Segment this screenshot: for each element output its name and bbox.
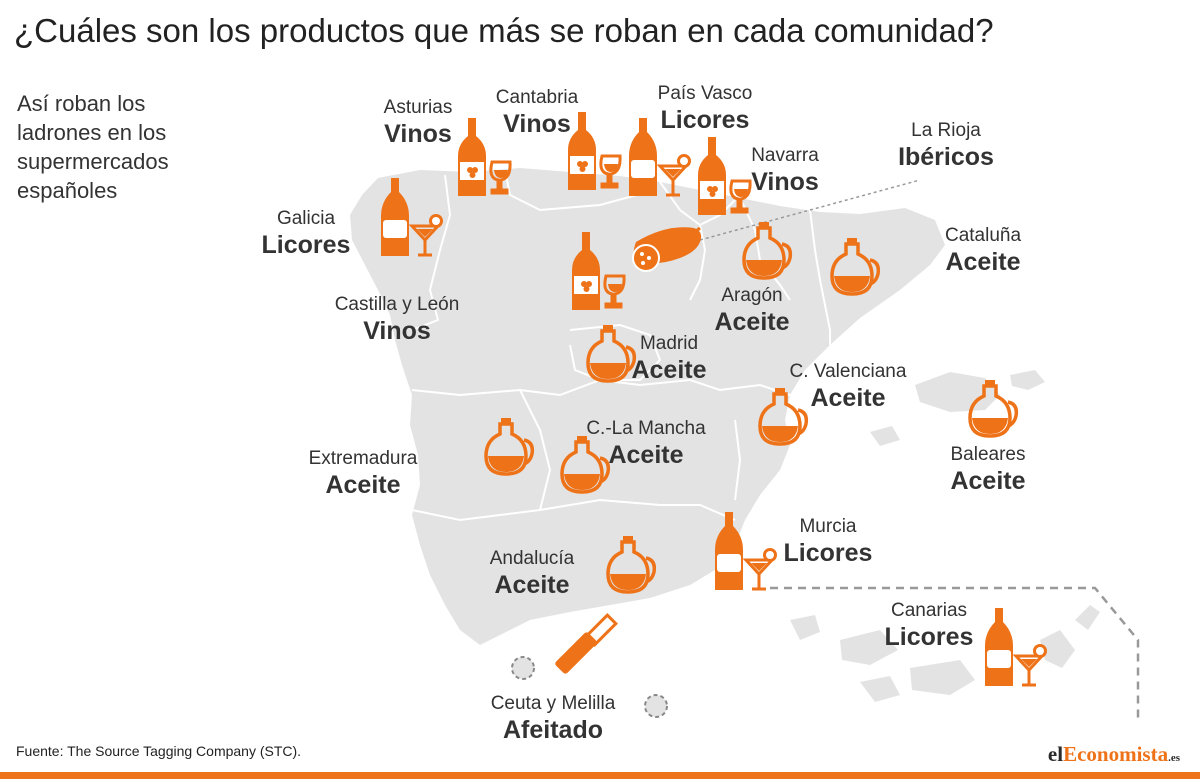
region-cataluna: Cataluña Aceite	[945, 225, 1021, 277]
canarias-island	[790, 615, 820, 640]
canarias-island	[1040, 630, 1075, 668]
region-product: Aceite	[631, 356, 707, 384]
region-cantabria: Cantabria Vinos	[496, 87, 578, 139]
region-la-rioja: La Rioja Ibéricos	[898, 120, 994, 172]
region-name: Galicia	[276, 208, 336, 229]
ceuta-melilla-razor-icon	[555, 613, 618, 674]
region-ceuta-melilla: Ceuta y Melilla Afeitado	[491, 693, 616, 745]
brand-part-el: el	[1047, 742, 1064, 766]
region-name: Cataluña	[944, 225, 1022, 246]
region-product: Vinos	[384, 120, 452, 148]
region-product: Aceite	[714, 308, 790, 336]
region-aragon: Aragón Aceite	[714, 285, 789, 337]
canarias-island	[860, 676, 900, 702]
region-product: Licores	[783, 539, 873, 567]
region-baleares: Baleares Aceite	[950, 444, 1025, 496]
brand-part-es: .es	[1168, 752, 1180, 764]
region-name: Baleares	[950, 444, 1026, 465]
region-product: Ibéricos	[898, 143, 994, 171]
region-castilla-leon: Castilla y León Vinos	[335, 294, 460, 346]
region-name: C.-La Mancha	[586, 418, 706, 439]
region-product: Vinos	[751, 168, 819, 196]
region-c-la-mancha: C.-La Mancha Aceite	[586, 418, 705, 470]
canarias-island	[910, 660, 975, 695]
region-galicia: Galicia Licores	[262, 208, 351, 260]
region-name: C. Valenciana	[789, 361, 907, 382]
peninsula-landmass	[350, 168, 945, 645]
region-product: Aceite	[945, 248, 1021, 276]
region-asturias: Asturias Vinos	[384, 97, 453, 149]
region-product: Aceite	[608, 441, 684, 469]
region-name: Extremadura	[308, 448, 418, 469]
region-name: Castilla y León	[334, 294, 460, 315]
region-name: Ceuta y Melilla	[490, 693, 616, 714]
region-name: Andalucía	[489, 548, 575, 569]
region-name: Canarias	[890, 600, 968, 621]
ceuta-marker	[511, 656, 535, 680]
la-rioja-leader-line	[699, 179, 921, 241]
region-extremadura: Extremadura Aceite	[309, 448, 418, 500]
region-product: Aceite	[810, 384, 886, 412]
region-name: País Vasco	[657, 83, 753, 104]
region-product: Afeitado	[502, 716, 603, 744]
baleares-island	[915, 372, 1000, 412]
region-product: Aceite	[494, 571, 570, 599]
region-product: Aceite	[325, 471, 401, 499]
brand-part-economista: Economista	[1063, 742, 1169, 766]
region-product: Aceite	[950, 467, 1026, 495]
region-name: Asturias	[383, 97, 453, 118]
canarias-liquor-icon	[983, 606, 1049, 688]
region-name: La Rioja	[911, 120, 981, 141]
region-name: Madrid	[639, 333, 699, 354]
baleares-island	[1010, 370, 1045, 390]
canarias-island	[1075, 605, 1100, 630]
region-product: Vinos	[503, 110, 571, 138]
regional-borders	[411, 169, 831, 522]
region-canarias: Canarias Licores	[885, 600, 974, 652]
region-name: Murcia	[799, 516, 857, 537]
region-product: Licores	[261, 231, 351, 259]
region-product: Vinos	[363, 317, 431, 345]
region-pais-vasco: País Vasco Licores	[658, 83, 753, 135]
region-andalucia: Andalucía Aceite	[490, 548, 575, 600]
navarra-wine-icon	[696, 135, 752, 217]
brand-logo: elEconomista.es	[1048, 742, 1180, 767]
region-navarra: Navarra Vinos	[751, 145, 819, 197]
la-rioja-sausage-icon	[632, 226, 702, 272]
region-name: Aragón	[721, 285, 783, 306]
page-subtitle: Así roban los ladrones en los supermerca…	[17, 91, 169, 203]
page-title: ¿Cuáles son los productos que más se rob…	[14, 12, 994, 49]
region-product: Licores	[660, 106, 750, 134]
source-note: Fuente: The Source Tagging Company (STC)…	[16, 743, 302, 759]
region-name: Navarra	[751, 145, 819, 166]
baleares-island	[870, 426, 900, 446]
region-madrid: Madrid Aceite	[631, 333, 706, 385]
region-name: Cantabria	[495, 87, 579, 108]
region-c-valenciana: C. Valenciana Aceite	[790, 361, 907, 413]
melilla-marker	[644, 694, 668, 718]
region-product: Licores	[884, 623, 974, 651]
region-murcia: Murcia Licores	[784, 516, 873, 568]
bottom-accent-bar	[0, 772, 1200, 779]
canarias-island	[840, 630, 898, 665]
